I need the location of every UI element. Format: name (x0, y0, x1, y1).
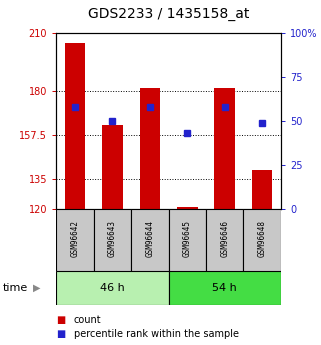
Bar (102, 125, 123, 209)
Text: time: time (3, 283, 29, 293)
Bar (214, 88, 235, 209)
Text: GSM96642: GSM96642 (70, 220, 79, 257)
Text: GSM96643: GSM96643 (108, 220, 117, 257)
Bar (169, 271, 281, 305)
Bar (169, 209, 206, 271)
Bar (131, 209, 169, 271)
Text: ■: ■ (56, 315, 65, 325)
Bar (65, 42, 85, 209)
Bar (140, 88, 160, 209)
Text: GSM96646: GSM96646 (220, 220, 229, 257)
Bar (94, 209, 131, 271)
Text: ■: ■ (56, 329, 65, 339)
Text: count: count (74, 315, 101, 325)
Text: 54 h: 54 h (212, 283, 237, 293)
Text: 46 h: 46 h (100, 283, 125, 293)
Text: GSM96645: GSM96645 (183, 220, 192, 257)
Bar (243, 209, 281, 271)
Text: GSM96648: GSM96648 (258, 220, 267, 257)
Bar (177, 207, 197, 209)
Bar (56, 209, 94, 271)
Text: ▶: ▶ (33, 283, 41, 293)
Text: GDS2233 / 1435158_at: GDS2233 / 1435158_at (88, 7, 249, 21)
Bar (252, 170, 273, 209)
Bar (206, 209, 243, 271)
Text: GSM96644: GSM96644 (145, 220, 154, 257)
Text: percentile rank within the sample: percentile rank within the sample (74, 329, 239, 339)
Bar (56, 271, 169, 305)
